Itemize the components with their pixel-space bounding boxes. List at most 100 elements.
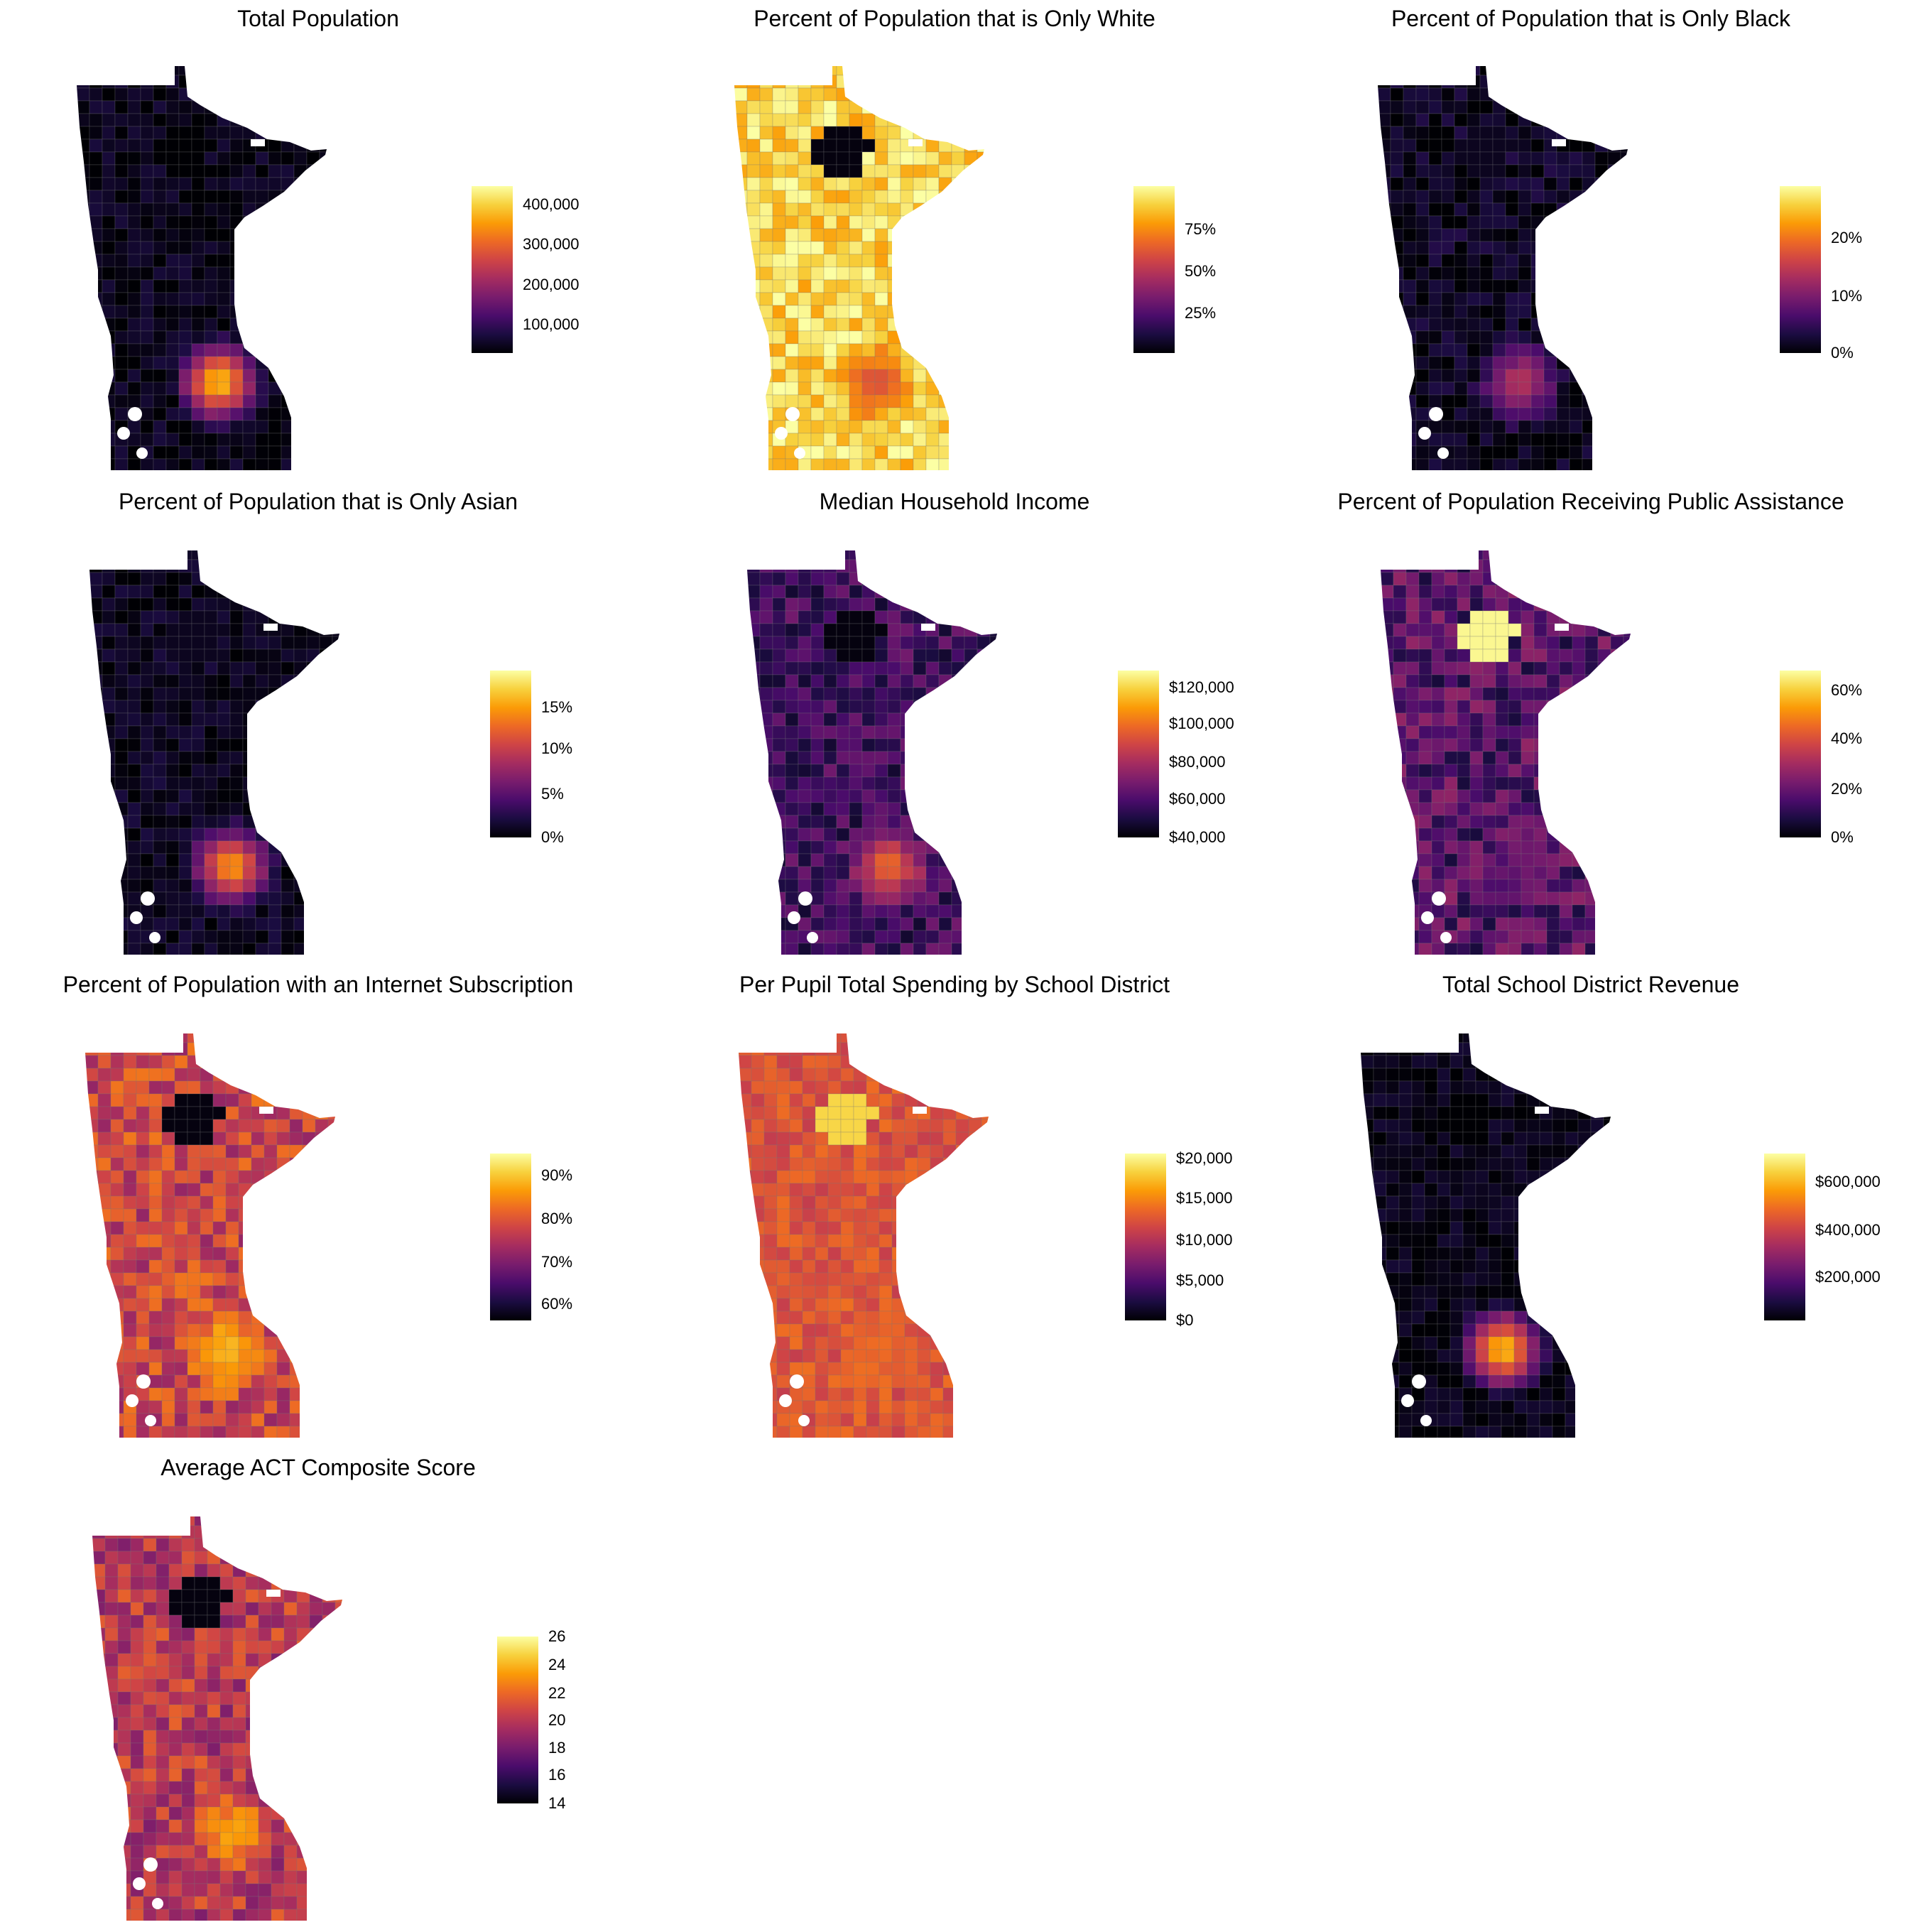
district-cell [930,1158,943,1171]
district-cell [1621,139,1633,152]
district-cell [213,1260,226,1273]
district-cell [153,178,166,190]
district-cell [1611,688,1624,700]
district-cell [849,75,862,88]
district-cell [256,114,268,126]
district-cell [939,126,952,139]
district-cell [1531,420,1544,433]
district-cell [1403,101,1416,114]
district-cell [77,305,89,318]
district-cell [1611,943,1624,956]
district-cell [751,1183,764,1196]
district-cell [1403,331,1416,344]
district-cell [217,803,230,815]
district-cell [256,152,268,165]
district-cell [977,649,990,662]
district-cell [798,165,811,178]
district-cell [102,918,115,930]
district-cell [243,790,256,803]
district-cell [785,420,798,433]
district-cell [888,254,901,267]
district-cell [136,1350,149,1362]
district-cell [1457,675,1470,688]
district-cell [1518,305,1531,318]
district-cell [315,1183,328,1196]
district-cell [102,867,115,879]
district-cell [166,357,179,369]
district-cell [901,815,913,828]
district-cell [849,867,862,879]
district-cell [166,344,179,357]
district-cell [303,1222,315,1234]
district-cell [939,688,952,700]
missing-area-hole [130,911,143,924]
district-cell [1611,572,1624,585]
district-cell [213,1119,226,1132]
district-cell [866,1158,879,1171]
district-cell [1432,751,1445,764]
district-cell [179,63,192,75]
district-cell [277,1043,290,1055]
district-cell [268,420,281,433]
district-cell [785,777,798,790]
district-cell [888,165,901,178]
district-cell [290,1388,303,1401]
district-cell [205,943,217,956]
district-cell [981,1094,994,1107]
district-cell [320,739,332,751]
district-cell [913,114,926,126]
district-cell [1381,636,1393,649]
district-cell [952,867,964,879]
district-cell [1534,930,1547,943]
district-cell [115,139,128,152]
district-cell [102,943,115,956]
district-cell [1557,216,1570,229]
district-cell [824,420,837,433]
district-cell [824,726,837,739]
missing-area-hole [775,427,788,440]
district-cell [1391,267,1403,280]
district-cell [837,867,849,879]
district-cell [1547,828,1560,841]
legend-label: 20% [1831,229,1862,247]
district-cell [264,1055,277,1068]
district-cell [166,662,179,675]
district-cell [200,1043,213,1055]
district-cell [268,892,281,905]
district-cell [773,165,785,178]
district-cell [1381,943,1393,956]
district-cell [256,331,268,344]
district-cell [1419,675,1432,688]
district-cell [115,369,128,382]
district-cell [264,1209,277,1222]
district-cell [815,1043,828,1055]
district-cell [892,1107,905,1119]
district-cell [862,662,875,675]
district-cell [964,892,977,905]
district-cell [226,1055,239,1068]
district-cell [862,229,875,242]
district-cell [1403,152,1416,165]
district-cell [294,280,307,293]
color-legend: 20%10%0% [1780,186,1909,353]
district-cell [913,254,926,267]
district-cell [824,242,837,254]
district-cell [192,892,205,905]
district-cell [111,1132,124,1145]
district-cell [1457,905,1470,918]
district-cell [824,459,837,472]
district-cell [811,101,824,114]
district-cell [798,139,811,152]
district-cell [1493,254,1506,267]
district-cell [256,280,268,293]
district-cell [243,382,256,395]
district-cell [1544,101,1557,114]
district-cell [811,943,824,956]
district-cell [1598,867,1611,879]
district-cell [115,395,128,408]
district-cell [294,547,307,560]
district-cell [1572,905,1585,918]
district-cell [913,126,926,139]
district-cell [1518,280,1531,293]
district-cell [1585,572,1598,585]
